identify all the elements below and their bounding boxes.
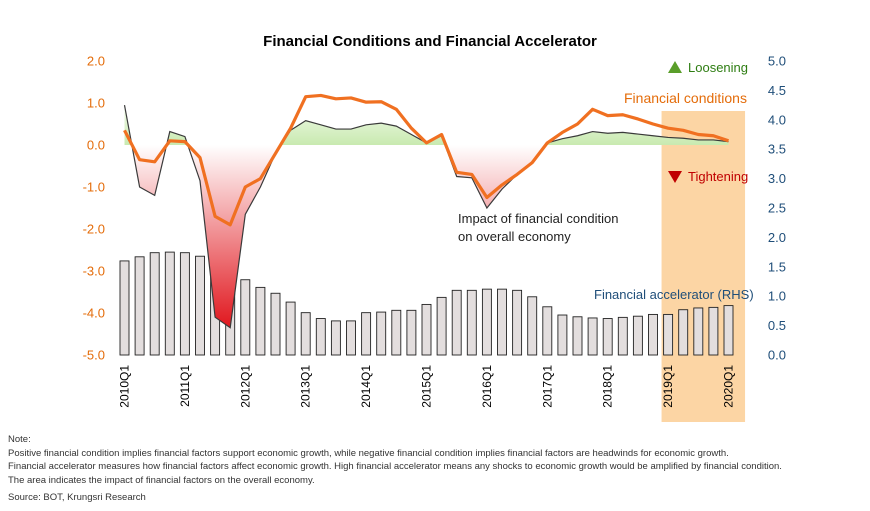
accelerator-bar [527, 296, 538, 356]
accelerator-bar [451, 289, 462, 356]
right-tick-label: 0.0 [768, 348, 786, 363]
left-tick-label: -3.0 [83, 264, 105, 279]
notes-line-1: Positive financial condition implies fin… [8, 447, 729, 459]
accelerator-bar [406, 309, 417, 356]
chart: Financial Conditions and Financial Accel… [83, 33, 786, 422]
accelerator-bar [330, 320, 341, 356]
accelerator-bar [134, 256, 145, 356]
impact-label-line1: Impact of financial condition [458, 211, 618, 226]
x-tick-label: 2019Q1 [661, 365, 675, 408]
left-tick-label: -1.0 [83, 180, 105, 195]
tightening-triangle-icon [668, 171, 682, 183]
source: Source: BOT, Krungsri Research [8, 492, 146, 503]
notes-line-2: Financial accelerator measures how finan… [8, 461, 782, 472]
x-tick-label: 2020Q1 [722, 365, 736, 408]
accelerator-bar [300, 312, 311, 356]
right-axis: 5.0 4.5 4.0 3.5 3.0 2.5 2.0 1.5 1.0 0.5 0.0 [768, 54, 786, 363]
accelerator-bar [617, 316, 628, 356]
right-tick-label: 3.5 [768, 142, 786, 157]
tightening-label: Tightening [688, 169, 748, 184]
accelerator-bar [164, 251, 175, 356]
accelerator-bar [723, 305, 734, 356]
accelerator-bar [391, 309, 402, 356]
accelerator-bar [572, 316, 583, 356]
accelerator-bar [240, 279, 251, 356]
accelerator-bar [663, 313, 674, 356]
right-tick-label: 4.0 [768, 112, 786, 127]
x-tick-label: 2014Q1 [359, 365, 373, 408]
accelerator-bar [678, 309, 689, 356]
accelerator-bar [557, 314, 568, 356]
accelerator-bar [195, 255, 205, 356]
left-tick-label: -5.0 [83, 348, 105, 363]
x-tick-label: 2015Q1 [420, 365, 434, 408]
x-tick-label: 2018Q1 [601, 365, 615, 408]
accelerator-bar [587, 317, 598, 356]
accelerator-bar [285, 301, 296, 356]
accelerator-bar [436, 296, 447, 356]
accelerator-bar [376, 311, 387, 356]
accelerator-bar [149, 252, 160, 356]
accelerator-bar [648, 313, 658, 356]
x-tick-label: 2010Q1 [118, 365, 132, 408]
accelerator-bar [497, 288, 507, 356]
accelerator-bar [512, 289, 523, 356]
notes: Note: Positive financial condition impli… [8, 433, 782, 487]
accelerator-bar [421, 303, 432, 356]
accelerator-bar [179, 252, 190, 356]
x-tick-label: 2011Q1 [178, 365, 192, 407]
right-tick-label: 2.5 [768, 201, 786, 216]
x-tick-label: 2013Q1 [299, 365, 313, 408]
chart-title: Financial Conditions and Financial Accel… [263, 33, 597, 50]
right-tick-label: 2.0 [768, 230, 786, 245]
accelerator-bar [632, 315, 643, 356]
accelerator-label: Financial accelerator (RHS) [594, 287, 754, 302]
right-tick-label: 1.0 [768, 289, 786, 304]
x-axis: 2010Q1 2011Q1 2012Q1 2013Q1 2014Q1 2015Q1 2016… [118, 365, 736, 408]
right-tick-label: 5.0 [768, 54, 786, 69]
right-tick-label: 1.5 [768, 259, 786, 274]
x-tick-label: 2016Q1 [480, 365, 494, 408]
left-tick-label: 0.0 [87, 138, 105, 153]
accelerator-bar [361, 312, 372, 356]
left-tick-label: 1.0 [87, 96, 105, 111]
accelerator-bar [542, 306, 553, 356]
notes-line-3: The area indicates the impact of financi… [8, 474, 315, 486]
impact-label-line2: on overall economy [458, 229, 571, 244]
x-tick-label: 2017Q1 [540, 365, 554, 408]
accelerator-bar [270, 292, 281, 356]
accelerator-bar [255, 286, 266, 356]
loosening-label: Loosening [688, 60, 748, 75]
financial-conditions-line [123, 93, 730, 227]
accelerator-bar [119, 260, 130, 356]
left-tick-label: -2.0 [83, 222, 105, 237]
loosening-triangle-icon [668, 61, 682, 73]
right-tick-label: 3.0 [768, 171, 786, 186]
financial-conditions-label: Financial conditions [624, 90, 747, 106]
x-tick-label: 2012Q1 [238, 365, 252, 408]
accelerator-bar [481, 288, 492, 356]
accelerator-bar [466, 289, 477, 356]
highlight-area [661, 111, 746, 422]
left-axis: 2.0 1.0 0.0 -1.0 -2.0 -3.0 -4.0 -5.0 [83, 54, 105, 363]
right-tick-label: 0.5 [768, 318, 786, 333]
accelerator-bar [315, 318, 326, 356]
accelerator-bar [602, 318, 613, 356]
right-tick-label: 4.5 [768, 83, 786, 98]
notes-heading: Note: [8, 434, 31, 445]
accelerator-bar [346, 320, 356, 356]
left-tick-label: 2.0 [87, 54, 105, 69]
accelerator-bar [693, 307, 704, 356]
accelerator-bar [708, 306, 719, 356]
left-tick-label: -4.0 [83, 306, 105, 321]
